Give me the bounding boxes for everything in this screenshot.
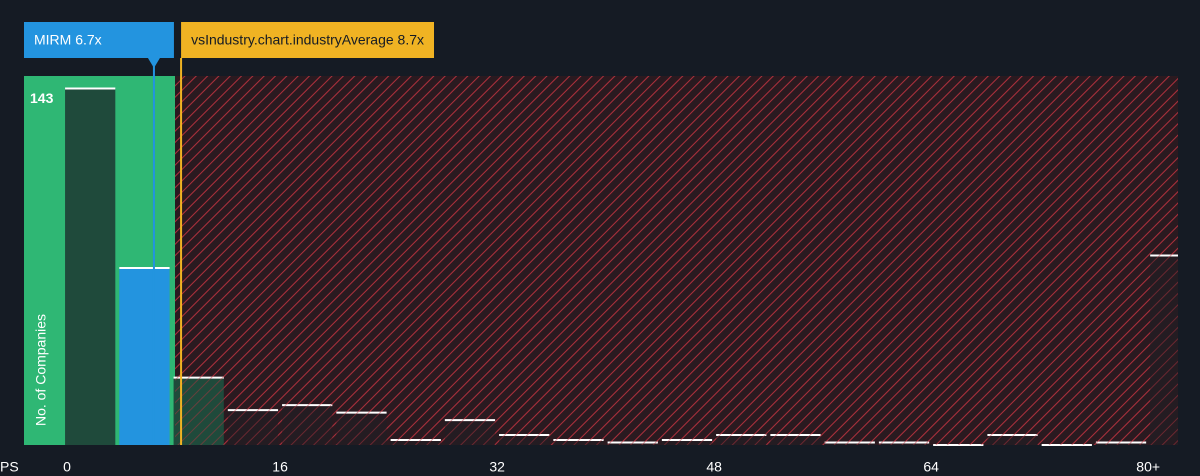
company-callout-pointer [147, 58, 160, 68]
x-tick-label: 0 [63, 459, 71, 475]
x-tick-label: 64 [923, 459, 939, 475]
industry-callout-label: vsIndustry.chart.industryAverage 8.7x [191, 32, 424, 48]
x-tick-label: 32 [489, 459, 505, 475]
hatch-overlay [175, 76, 1178, 445]
x-tick-label: 16 [272, 459, 288, 475]
x-axis-label: PS [0, 459, 19, 475]
company-callout-label: MIRM 6.7x [34, 32, 102, 48]
bar [65, 88, 116, 445]
bar [119, 267, 170, 445]
x-tick-label: 80+ [1136, 459, 1160, 475]
x-tick-label: 48 [706, 459, 722, 475]
company-callout [24, 22, 174, 58]
y-axis-label: No. of Companies [33, 314, 49, 426]
industry-callout [181, 22, 435, 58]
value-label: 143 [30, 90, 54, 106]
